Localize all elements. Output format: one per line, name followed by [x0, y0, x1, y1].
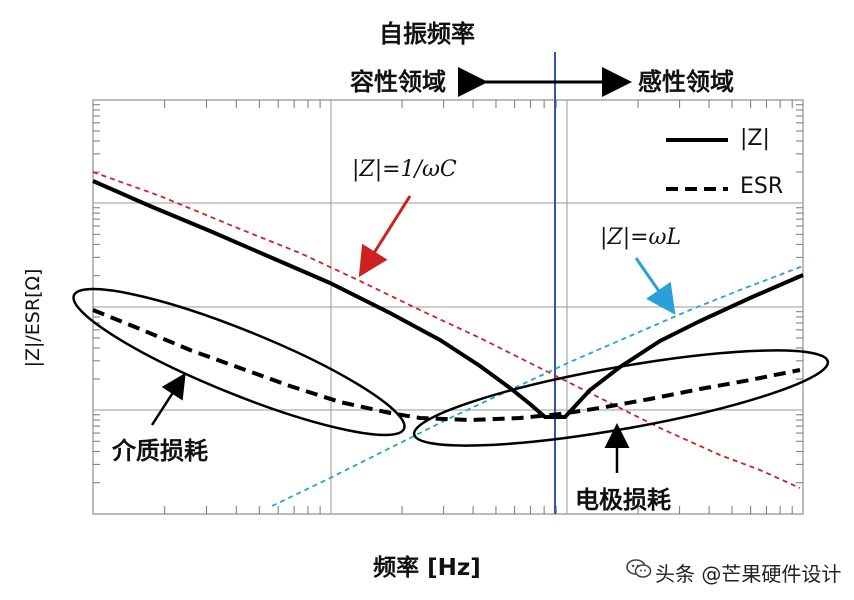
x-minor-ticks — [164, 100, 793, 514]
wechat-icon — [626, 559, 652, 578]
dielectric-loss-ellipse — [72, 287, 406, 437]
electrode-loss-label: 电极损耗 — [575, 486, 671, 514]
dielectric-pointer — [150, 372, 186, 426]
inductive-equation: |Z|=ωL — [600, 225, 682, 250]
inductive-eq-pointer — [634, 257, 676, 315]
inductive-region-label: 感性领域 — [638, 68, 734, 96]
legend-z-label: |Z| — [740, 126, 770, 151]
capacitive-eq-pointer — [358, 195, 412, 278]
electrode-loss-ellipse — [412, 349, 830, 447]
grid-lines — [93, 100, 803, 514]
z-curve — [92, 179, 804, 419]
capacitive-region-label: 容性领域 — [350, 68, 446, 96]
dielectric-loss-label: 介质损耗 — [112, 437, 208, 465]
esr-curve — [92, 308, 801, 423]
capacitive-equation: |Z|=1/ωC — [352, 157, 457, 182]
watermark-text: 头条 @芒果硬件设计 — [655, 562, 842, 586]
y-axis-label: |Z|/ESR[Ω] — [22, 268, 44, 368]
capacitive-impedance-line — [92, 171, 801, 489]
self-resonance-title: 自振频率 — [379, 20, 475, 48]
legend-esr-label: ESR — [740, 174, 784, 199]
x-axis-label: 频率 [Hz] — [373, 555, 481, 581]
inductive-impedance-line — [271, 265, 804, 507]
